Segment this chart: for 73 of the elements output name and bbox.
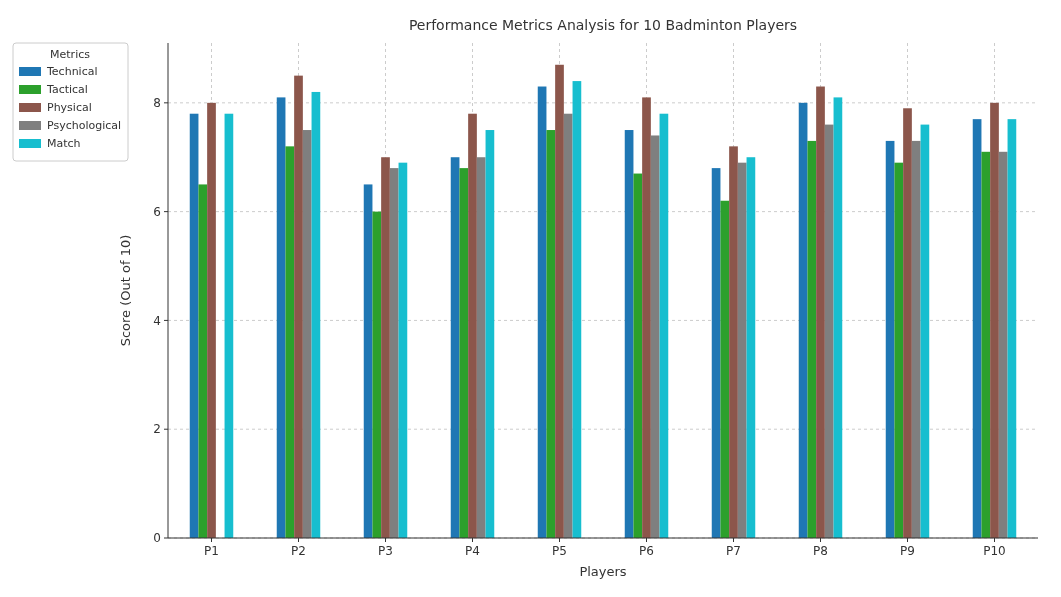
x-tick-label: P3: [378, 544, 393, 558]
legend-label: Technical: [46, 65, 98, 78]
legend-title: Metrics: [50, 48, 91, 61]
bar: [972, 119, 982, 538]
bar: [798, 102, 808, 538]
y-tick-label: 6: [153, 204, 161, 219]
bar: [546, 130, 556, 538]
y-tick-label: 8: [153, 96, 161, 111]
bar: [276, 97, 286, 538]
bar: [894, 162, 904, 538]
bar: [816, 86, 825, 538]
bar: [468, 113, 477, 538]
bar: [485, 130, 495, 538]
bar: [389, 168, 399, 538]
x-tick-label: P6: [639, 544, 654, 558]
bar: [920, 124, 930, 538]
y-tick-label: 0: [153, 531, 161, 546]
bar: [824, 124, 834, 538]
chart-title: Performance Metrics Analysis for 10 Badminton Players: [408, 17, 798, 33]
bar: [746, 157, 756, 538]
bar: [642, 97, 651, 538]
bar: [537, 86, 547, 538]
y-tick-label: 2: [153, 422, 161, 437]
bar: [833, 97, 843, 538]
legend-label: Match: [47, 137, 81, 150]
bar: [633, 173, 643, 538]
bar: [302, 130, 312, 538]
bar: [572, 81, 582, 538]
legend-label: Tactical: [46, 83, 88, 96]
bar: [189, 113, 199, 538]
bar: [911, 140, 921, 538]
x-tick-label: P8: [813, 544, 828, 558]
bar: [981, 151, 991, 538]
bar: [720, 200, 730, 538]
x-tick-label: P10: [983, 544, 1006, 558]
bar: [285, 146, 295, 538]
bar: [207, 102, 216, 538]
bar: [729, 146, 738, 538]
x-axis-title: Players: [579, 564, 627, 579]
x-tick-label: P2: [291, 544, 306, 558]
bar: [998, 151, 1008, 538]
bar: [659, 113, 669, 538]
bar: [807, 140, 817, 538]
bar: [737, 162, 747, 538]
x-tick-label: P1: [204, 544, 219, 558]
bar: [198, 184, 208, 538]
bar: [476, 157, 486, 538]
bar: [363, 184, 373, 538]
y-tick-label: 4: [153, 313, 161, 328]
bar: [563, 113, 573, 538]
bar: [1007, 119, 1017, 538]
bar: [224, 113, 234, 538]
bar: [624, 130, 634, 538]
x-tick-label: P4: [465, 544, 480, 558]
bar: [885, 140, 895, 538]
bar: [990, 102, 999, 538]
bar: [555, 64, 564, 538]
x-tick-label: P7: [726, 544, 741, 558]
bar: [450, 157, 460, 538]
legend-label: Physical: [47, 101, 92, 114]
bar: [294, 75, 303, 538]
bar: [459, 168, 469, 538]
bar: [311, 91, 321, 538]
x-tick-label: P5: [552, 544, 567, 558]
x-tick-label: P9: [900, 544, 915, 558]
bar: [903, 108, 912, 538]
bar: [372, 211, 382, 538]
bar: [711, 168, 721, 538]
bar: [381, 157, 390, 538]
y-axis-title: Score (Out of 10): [118, 234, 133, 347]
legend-label: Psychological: [47, 119, 122, 132]
bar: [398, 162, 408, 538]
bar: [650, 135, 660, 538]
